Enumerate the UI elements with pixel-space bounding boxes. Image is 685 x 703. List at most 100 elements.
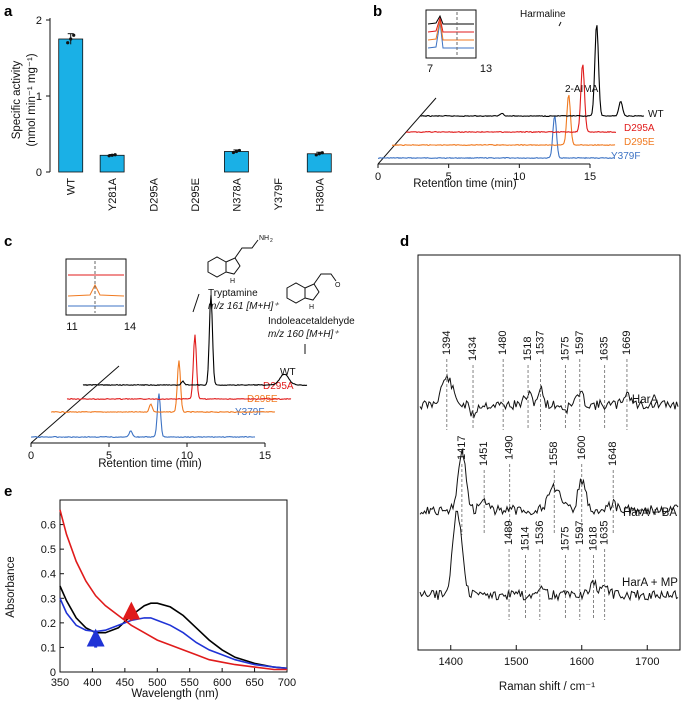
d-trace-HarA — [419, 373, 679, 419]
c-depth-axis — [30, 365, 120, 444]
a-bar-H380A — [306, 153, 332, 173]
a-point — [69, 37, 73, 41]
b-inset-tick: 7 — [427, 63, 433, 75]
c-legend-y379f: Y379F — [235, 407, 264, 418]
a-bar-N378A — [224, 151, 249, 173]
d-band-label: 1514 — [519, 527, 531, 551]
d-band-label: 1451 — [478, 442, 490, 466]
d-frame — [417, 254, 681, 651]
panel-b-label: b — [373, 3, 382, 20]
a-point — [237, 148, 242, 153]
a-point — [234, 149, 239, 154]
b-xtick-label: 5 — [446, 171, 452, 183]
panel-c-chromatogram: NH 2 H Tryptamine m/z 161 [M+H]⁺ O H Ind… — [28, 235, 355, 470]
d-xtick-label: 1500 — [504, 656, 528, 668]
c-xtick-label: 15 — [259, 450, 271, 462]
a-xtick-label: Y379F — [273, 178, 285, 211]
c-xtick-label: 0 — [28, 450, 34, 462]
d-trace-HarA + MP — [419, 510, 679, 602]
a-bar-Y281A — [99, 154, 125, 173]
d-band-label: 1394 — [441, 331, 453, 355]
tryptamine-structure: NH 2 H — [207, 235, 273, 285]
b-xtick-label: 10 — [513, 171, 525, 183]
e-xtick-label: 600 — [213, 677, 231, 689]
e-ylabel: Absorbance — [5, 556, 17, 617]
a-ytick-label: 0 — [36, 167, 42, 179]
a-point — [110, 153, 114, 157]
b-inset-trace — [427, 16, 474, 33]
b-trace-D295E — [391, 95, 616, 147]
e-xtick-label: 650 — [245, 677, 263, 689]
c-legend-d295a: D295A — [263, 381, 294, 392]
b-inset-trace — [427, 14, 474, 25]
e-ytick-label: 0.4 — [41, 569, 56, 581]
e-ytick-label: 0.2 — [41, 618, 56, 630]
tryptamine-label: Tryptamine — [208, 288, 258, 299]
svg-text:O: O — [335, 282, 341, 289]
panel-a-bar-chart: Specific activity (nmol min⁻¹ mg⁻¹) 0 1 2 W… — [11, 15, 332, 212]
d-band-label: 1575 — [559, 337, 571, 361]
a-ylabel-units: (nmol min⁻¹ mg⁻¹) — [26, 53, 38, 146]
c-trace-D295E — [51, 360, 276, 414]
a-ytick-label: 2 — [36, 15, 42, 27]
b-legend-d295a: D295A — [624, 123, 655, 134]
c-inset-tick: 14 — [124, 321, 136, 333]
d-band-label: 1635 — [599, 337, 611, 361]
panel-e-label: e — [4, 483, 12, 500]
e-xtick-label: 400 — [83, 677, 101, 689]
c-inset: 11 14 — [65, 258, 136, 333]
indoleacetaldehyde-structure: O H — [286, 273, 341, 311]
d-xtick-label: 1700 — [635, 656, 659, 668]
b-xtick-label: 15 — [584, 171, 596, 183]
c-trace-D295A — [66, 334, 292, 400]
d-band-label: 1434 — [467, 337, 479, 361]
d-band-label: 1618 — [588, 527, 600, 551]
d-band-label: 1558 — [548, 442, 560, 466]
b-trace-WT — [419, 25, 645, 118]
e-xtick-label: 550 — [181, 677, 199, 689]
panel-e-absorbance: Absorbance Wavelength (nm) 350 400 450 500 5… — [5, 499, 296, 700]
d-xlabel: Raman shift / cm⁻¹ — [499, 681, 595, 693]
e-ytick-label: 0.6 — [41, 520, 56, 532]
b-legend-wt: WT — [648, 109, 664, 120]
b-inset: 7 13 — [425, 9, 492, 75]
d-band-label: 1575 — [559, 527, 571, 551]
e-xlabel: Wavelength (nm) — [131, 688, 218, 700]
a-xtick-label: D295E — [190, 178, 202, 212]
c-xtick-label: 5 — [106, 450, 112, 462]
a-bar-WT — [58, 38, 84, 173]
b-xtick-label: 0 — [375, 171, 381, 183]
a-point — [72, 33, 76, 37]
d-band-label: 1417 — [456, 436, 468, 460]
d-band-label: 1635 — [599, 521, 611, 545]
c-trace-Y379F — [30, 393, 256, 439]
b-inset-tick: 13 — [480, 63, 492, 75]
d-label-hara-mp: HarA + MP — [622, 577, 678, 589]
e-ytick-label: 0 — [50, 667, 56, 679]
panel-b-chromatogram: Harmaline 2-AIMA WT D295A D295E Y379F Re… — [375, 9, 664, 190]
e-ytick-label: 0.1 — [41, 642, 56, 654]
a-ylabel: Specific activity — [11, 60, 23, 139]
e-ytick-label: 0.5 — [41, 544, 56, 556]
a-point — [231, 150, 236, 155]
b-xlabel: Retention time (min) — [413, 178, 517, 190]
harmaline-leader — [558, 21, 562, 27]
c-inset-tick: 11 — [66, 321, 77, 333]
d-band-label: 1518 — [522, 337, 534, 361]
b-trace-Y379F — [378, 115, 615, 160]
a-ytick-label: 1 — [36, 91, 42, 103]
iaa-mz: m/z 160 [M+H]⁺ — [268, 329, 339, 340]
d-band-label: 1490 — [504, 436, 516, 460]
d-band-label: 1536 — [534, 521, 546, 545]
a-xtick-label: H380A — [314, 177, 326, 211]
d-xtick-label: 1400 — [439, 656, 463, 668]
iaa-label: Indoleacetaldehyde — [268, 316, 355, 327]
e-curve-red — [59, 509, 287, 671]
c-inset-trace — [67, 283, 125, 297]
d-trace-HarA + BA — [419, 449, 679, 517]
svg-text:NH: NH — [259, 235, 269, 242]
aima-label: 2-AIMA — [565, 84, 599, 95]
b-inset-frame — [425, 9, 477, 59]
d-label-hara: HarA — [632, 394, 659, 406]
